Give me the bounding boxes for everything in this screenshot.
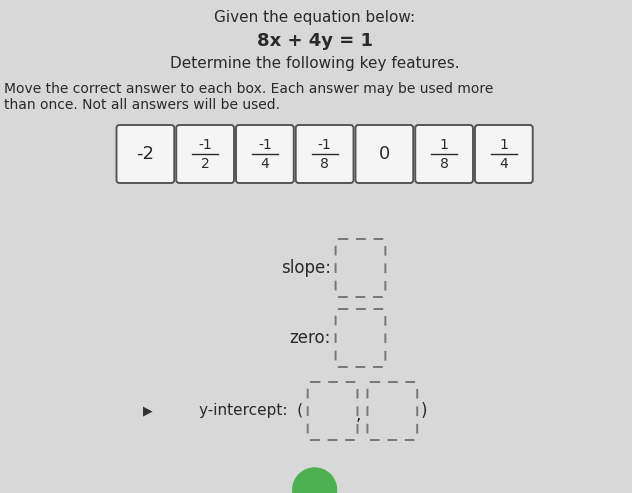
Text: 8: 8 — [440, 157, 449, 171]
Text: Given the equation below:: Given the equation below: — [214, 10, 415, 25]
FancyBboxPatch shape — [296, 125, 353, 183]
Text: 1: 1 — [499, 138, 508, 152]
Text: ▶: ▶ — [143, 404, 152, 418]
Text: -2: -2 — [137, 145, 154, 163]
Text: than once. Not all answers will be used.: than once. Not all answers will be used. — [4, 98, 280, 112]
Text: Determine the following key features.: Determine the following key features. — [170, 56, 459, 71]
Text: ): ) — [420, 402, 427, 420]
Text: 2: 2 — [201, 157, 209, 171]
Text: -1: -1 — [318, 138, 332, 152]
Text: -1: -1 — [198, 138, 212, 152]
Text: slope:: slope: — [281, 259, 331, 277]
FancyBboxPatch shape — [236, 125, 294, 183]
FancyBboxPatch shape — [116, 125, 174, 183]
Text: ,: , — [356, 406, 361, 424]
Text: 0: 0 — [379, 145, 390, 163]
Text: zero:: zero: — [289, 329, 331, 347]
Text: 8: 8 — [320, 157, 329, 171]
FancyBboxPatch shape — [475, 125, 533, 183]
Text: 4: 4 — [260, 157, 269, 171]
Text: -1: -1 — [258, 138, 272, 152]
Text: 4: 4 — [499, 157, 508, 171]
Text: 8x + 4y = 1: 8x + 4y = 1 — [257, 32, 373, 50]
Text: 1: 1 — [440, 138, 449, 152]
FancyBboxPatch shape — [176, 125, 234, 183]
Text: y-intercept:  (: y-intercept: ( — [198, 403, 303, 419]
FancyBboxPatch shape — [415, 125, 473, 183]
FancyBboxPatch shape — [355, 125, 413, 183]
Text: Move the correct answer to each box. Each answer may be used more: Move the correct answer to each box. Eac… — [4, 82, 494, 96]
Circle shape — [293, 468, 337, 493]
